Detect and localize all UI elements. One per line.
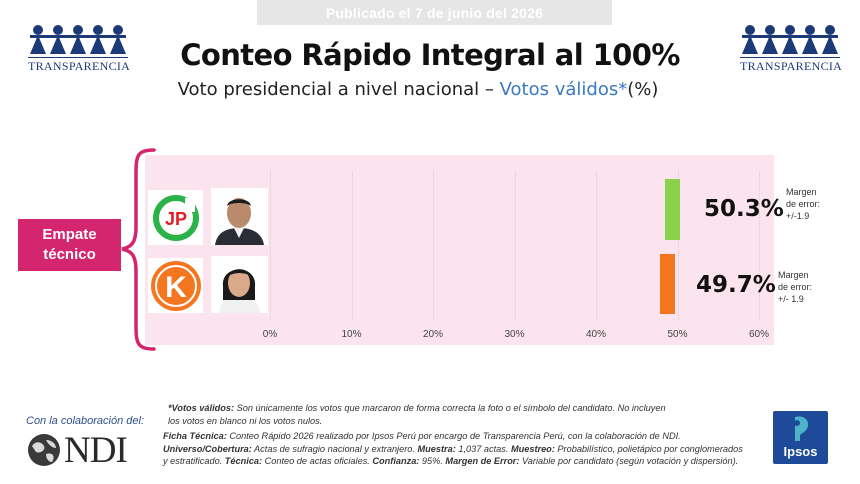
line3-text: y estratificado. <box>163 456 225 466</box>
subtitle-lead: Voto presidencial a nivel nacional – <box>177 79 500 100</box>
universo-text: Actas de sufragio nacional y extranjero. <box>251 443 418 454</box>
x-tick-label: 60% <box>748 329 769 340</box>
error-label: Margen de Error: <box>445 456 520 466</box>
ficha-label: Ficha Técnica: <box>163 431 227 441</box>
muestreo-text: Probabilístico, polietápico por conglome… <box>554 443 743 454</box>
ipsos-logo: Ipsos <box>773 411 828 464</box>
ipsos-symbol-icon <box>794 416 809 441</box>
x-tick-label: 30% <box>504 329 525 340</box>
bar-k <box>659 254 676 314</box>
transparencia-label: TRANSPARENCIA <box>740 57 843 73</box>
technical-line: Universo/Cobertura: Actas de sufragio na… <box>163 443 763 456</box>
k-logo-icon: K <box>150 260 201 311</box>
gridline <box>677 171 679 320</box>
margin-of-error-1: Margen de error: +/-1.9 <box>786 186 820 222</box>
footnote-line: *Votos válidos: Son únicamente los votos… <box>168 402 768 415</box>
callout-line-1: Empate <box>42 226 97 243</box>
transparencia-logo-left: TRANSPARENCIA <box>28 24 131 76</box>
callout-line-2: técnico <box>43 246 96 263</box>
publication-banner: Publicado el 7 de junio del 2026 <box>257 0 612 25</box>
x-tick-label: 40% <box>585 329 606 340</box>
margin-line: +/- 1.9 <box>778 294 804 304</box>
margin-line: Margen <box>778 270 809 280</box>
subtitle-highlight: Votos válidos* <box>499 79 628 100</box>
candidate-photo-2 <box>211 256 268 313</box>
bar-value-label: 50.3% <box>704 196 784 222</box>
margin-of-error-2: Margen de error: +/- 1.9 <box>778 269 812 305</box>
tecnica-text: Conteo de actas oficiales. <box>262 456 373 466</box>
technical-line: Ficha Técnica: Conteo Rápido 2026 realiz… <box>163 430 763 443</box>
footnote-text: Son únicamente los votos que marcaron de… <box>234 403 666 413</box>
bracket-icon <box>121 148 156 351</box>
party-logo-k: K <box>148 258 203 313</box>
technical-line: y estratificado. Técnica: Conteo de acta… <box>163 455 763 468</box>
ndi-wordmark: NDI <box>64 429 128 471</box>
transparencia-label: TRANSPARENCIA <box>28 57 131 73</box>
ndi-logo: NDI <box>26 429 151 471</box>
candidate-portrait-icon <box>211 256 268 313</box>
margin-line: Margen <box>786 187 817 197</box>
chart-title: Conteo Rápido Integral al 100% <box>180 38 680 72</box>
margin-line: de error: <box>786 199 821 209</box>
ficha-text: Conteo Rápido 2026 realizado por Ipsos P… <box>226 431 681 441</box>
bar-jp <box>665 179 680 240</box>
confianza-text: 95%. <box>419 456 446 466</box>
tecnica-label: Técnica: <box>224 456 263 466</box>
transparencia-logo-right: TRANSPARENCIA <box>740 24 843 76</box>
technical-sheet: Ficha Técnica: Conteo Rápido 2026 realiz… <box>163 430 763 468</box>
footnote-label: *Votos válidos: <box>168 403 235 413</box>
collaboration-label: Con la colaboración del: <box>26 415 145 427</box>
chart-subtitle: Voto presidencial a nivel nacional – Vot… <box>0 79 836 100</box>
error-text: Variable por candidato (según votación y… <box>519 456 739 466</box>
universo-label: Universo/Cobertura: <box>163 443 252 454</box>
x-tick-label: 20% <box>422 329 443 340</box>
margin-line: +/-1.9 <box>786 211 810 221</box>
footnote-votos-validos: *Votos válidos: Son únicamente los votos… <box>168 402 768 427</box>
people-icon <box>742 25 838 54</box>
muestra-label: Muestra: <box>417 443 456 454</box>
margin-line: de error: <box>778 282 813 292</box>
muestra-text: 1,037 actas. <box>455 443 511 454</box>
gridline <box>514 171 516 320</box>
bar-value-label: 49.7% <box>696 272 776 298</box>
svg-text:K: K <box>165 271 187 304</box>
x-tick-label: 0% <box>262 329 278 340</box>
technical-tie-callout: Empate técnico <box>18 219 121 271</box>
gridline <box>596 171 597 320</box>
globe-icon <box>28 434 60 466</box>
ipsos-wordmark: Ipsos <box>783 444 818 459</box>
muestreo-label: Muestreo: <box>510 443 555 454</box>
footnote-text: los votos en blanco ni los votos nulos. <box>168 415 323 426</box>
candidate-photo-1 <box>211 188 268 245</box>
party-logo-jp: JP <box>148 190 203 245</box>
gridline <box>270 171 271 320</box>
candidate-portrait-icon <box>211 188 268 245</box>
people-icon <box>30 25 126 54</box>
gridline <box>433 171 434 320</box>
gridline <box>351 171 353 320</box>
gridline <box>759 171 760 320</box>
subtitle-tail: (%) <box>627 79 659 100</box>
x-tick-label: 10% <box>341 329 362 340</box>
footnote-line: los votos en blanco ni los votos nulos. <box>168 415 768 428</box>
jp-logo-icon: JP <box>152 194 199 241</box>
confianza-label: Confianza: <box>372 456 420 466</box>
svg-text:JP: JP <box>164 209 186 229</box>
x-tick-label: 50% <box>667 329 688 340</box>
